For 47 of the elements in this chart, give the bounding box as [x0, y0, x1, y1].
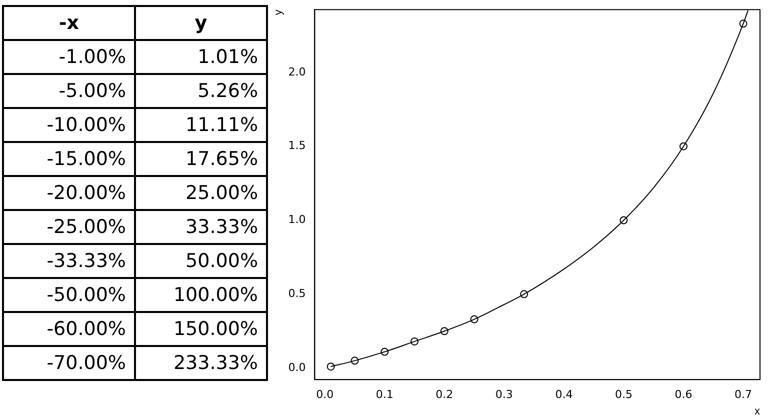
x-tick-label: 0.3 — [495, 388, 513, 402]
text: -10.00% — [3, 108, 135, 142]
point — [440, 327, 448, 336]
text: -25.00% — [3, 210, 135, 244]
text: 1.01% — [135, 40, 267, 74]
x-axis-title: x — [754, 405, 760, 418]
x-tick-label: 0.5 — [614, 388, 632, 402]
text: -15.00% — [3, 142, 135, 176]
x-tick-label: 0.2 — [436, 388, 454, 402]
text: 25.00% — [135, 176, 267, 210]
point — [739, 20, 748, 28]
text: 33.33% — [135, 210, 267, 244]
x-tick-label: 0.0 — [316, 388, 334, 402]
text: 50.00% — [135, 244, 267, 278]
text: -5.00% — [3, 74, 135, 108]
point — [380, 348, 389, 356]
x-tick-label: 0.6 — [674, 388, 692, 402]
y-tick-label: 1.0 — [288, 213, 306, 226]
point — [679, 142, 688, 150]
point — [470, 315, 478, 324]
text: -60.00% — [3, 312, 135, 346]
y-axis-title: y — [272, 9, 285, 16]
text: 11.11% — [135, 108, 267, 142]
point — [326, 362, 335, 371]
text: 17.65% — [135, 142, 267, 176]
text: -33.33% — [3, 244, 135, 278]
y-tick-label: 0.5 — [288, 287, 306, 300]
y-tick-label: 2.0 — [288, 65, 306, 78]
y-tick-label: 0.0 — [288, 360, 306, 374]
text: -1.00% — [3, 40, 135, 74]
x-tick-label: 0.1 — [376, 388, 394, 402]
x-tick-label: 0.4 — [555, 388, 573, 402]
x-tick-label: 0.7 — [734, 388, 752, 402]
point — [620, 216, 628, 224]
text: -x — [3, 6, 135, 40]
point — [350, 356, 359, 365]
text: -70.00% — [3, 346, 135, 380]
text: -20.00% — [3, 176, 135, 210]
text: 100.00% — [135, 278, 267, 312]
point — [410, 337, 419, 346]
text: 150.00% — [135, 312, 267, 346]
text: y — [135, 6, 267, 40]
text: 5.26% — [135, 74, 267, 108]
text: -50.00% — [3, 278, 135, 312]
point — [520, 290, 528, 298]
text: 233.33% — [135, 346, 267, 380]
y-tick-label: 1.5 — [288, 139, 306, 152]
